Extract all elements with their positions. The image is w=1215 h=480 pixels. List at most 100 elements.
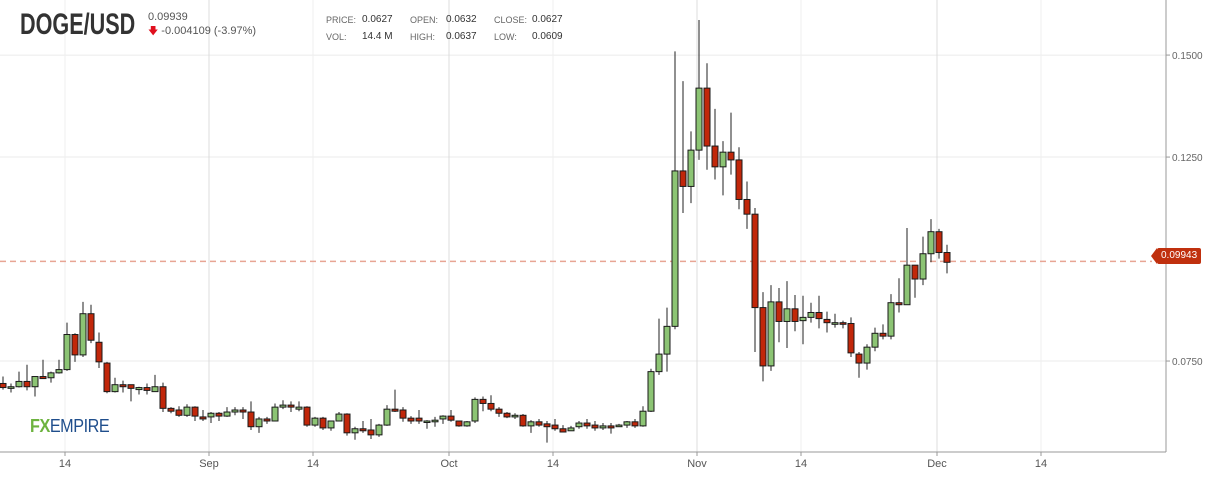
candle-body-up [255,418,263,428]
candle-body-up [375,424,383,436]
candle-body-down [759,307,767,367]
stat-price: PRICE: 0.0627 [326,14,393,25]
candle-body-up [471,398,479,422]
candle-body-down [95,341,103,363]
candle-body-up [463,421,471,427]
candle-body-up [111,384,119,393]
candle-body-up [63,334,71,371]
candle-body-down [0,382,7,389]
candle-body-down [855,353,863,364]
candle-body-down [359,428,367,432]
stat-open: OPEN: 0.0632 [410,14,477,25]
candle-body-up [383,408,391,426]
candle-body-down [727,151,735,161]
candle-body-down [839,322,847,325]
candle-body-down [503,412,511,418]
candle-body-down [367,429,375,436]
candle-body-down [711,145,719,168]
candle-body-down [87,313,95,341]
candle-body-up [151,386,159,393]
candle-body-down [247,411,255,428]
chart-header: DOGE/USD 0.09939 🡇 -0.004109 (-3.97%) PRI… [0,0,1160,46]
candle-body-up [663,325,671,355]
y-tick-label: 0.1500 [1172,51,1203,62]
fxempire-logo: FXEMPIRE [30,416,110,436]
candle-body-down [391,408,399,412]
candle-body-down [71,334,79,356]
candle-body-up [687,149,695,187]
candle-body-down [23,380,31,388]
candle-body-down [119,384,127,388]
candle-body-down [39,376,47,380]
candle-body-down [815,311,823,320]
candle-body-down [495,408,503,414]
candle-body-up [207,412,215,418]
candle-body-up [271,406,279,422]
candle-body-up [279,404,287,408]
candle-body-down [775,301,783,322]
candle-body-up [327,420,335,429]
candle-body-down [447,415,455,421]
candle-body-up [15,380,23,388]
candle-body-up [927,231,935,255]
candle-body-up [55,369,63,374]
stat-high: HIGH: 0.0637 [410,31,477,42]
candle-body-up [527,421,535,427]
stat-low: LOW: 0.0609 [494,31,563,42]
candle-body-down [519,414,527,427]
symbol-title: DOGE/USD [20,8,136,41]
candle-body-up [223,411,231,417]
x-tick-label: Sep [199,458,219,470]
candle-body-up [671,170,679,327]
candle-body-down [591,424,599,429]
candle-body-down [703,87,711,147]
candle-body-up [295,406,303,410]
candle-body-down [543,423,551,428]
candle-body-down [935,231,943,254]
candle-body-up [719,151,727,168]
x-tick-label: 14 [59,458,71,470]
candle-body-up [31,376,39,388]
candle-body-down [455,420,463,427]
candle-body-up [767,301,775,367]
candle-body-down [559,428,567,433]
candle-body-down [535,421,543,426]
candle-body-up [351,428,359,434]
candle-body-down [127,384,135,389]
candle-body-up [695,87,703,151]
candle-body-up [615,424,623,428]
candle-body-down [479,398,487,404]
candle-body-down [103,362,111,393]
candle-body-down [895,302,903,306]
candle-body-down [631,421,639,427]
candle-body-down [263,418,271,422]
candle-body-down [399,409,407,419]
candle-body-down [199,416,207,420]
candle-body-up [431,419,439,423]
candle-body-down [679,170,687,187]
candle-body-down [319,417,327,429]
y-tick-label: 0.1250 [1172,153,1203,164]
candle-body-down [879,332,887,337]
candle-body-up [655,353,663,373]
candle-body-down [303,406,311,426]
candle-body-down [239,409,247,413]
candle-body-down [911,264,919,280]
candle-body-down [415,417,423,422]
current-price-tag: 0.09943 [1150,248,1202,264]
candle-body-up [79,313,87,356]
candle-body-up [831,322,839,325]
candle-body-down [735,159,743,200]
candle-body-down [215,412,223,417]
candle-body-up [871,332,879,348]
candle-body-down [175,409,183,416]
candle-body-down [743,198,751,215]
candle-body-up [423,420,431,423]
candle-body-up [783,308,791,322]
candle-body-up [575,422,583,428]
candle-body-down [159,386,167,409]
candle-body-down [943,252,951,263]
candle-body-down [343,413,351,434]
x-tick-label: Nov [687,458,707,470]
last-price: 0.09939 [148,11,188,23]
